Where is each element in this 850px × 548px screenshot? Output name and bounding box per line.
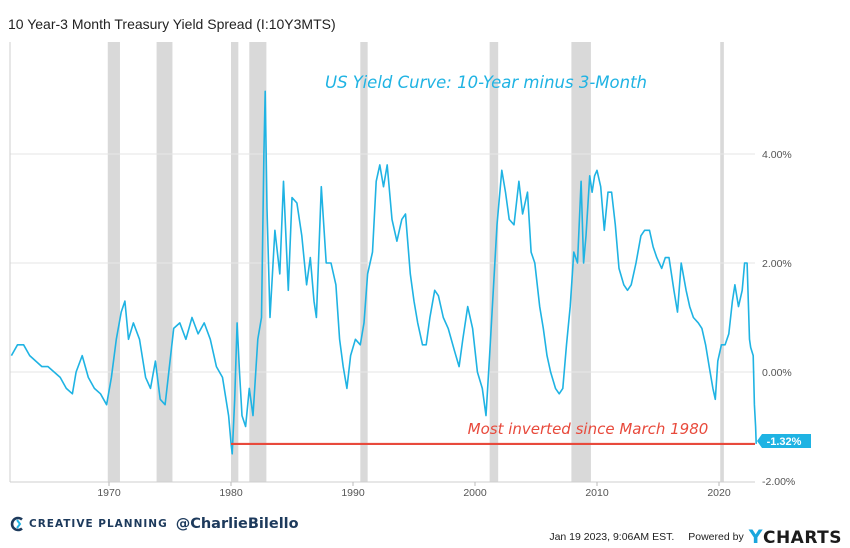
recession-band [360, 42, 368, 482]
powered-by-label: Powered by [688, 531, 744, 543]
footer-branding: CREATIVE PLANNING @CharlieBilello [10, 516, 299, 532]
x-tick-label: 1970 [97, 487, 121, 499]
y-axis-ticks: 4.00% 2.00% 0.00% -2.00% [762, 149, 795, 488]
footer-source: Jan 19 2023, 9:06AM EST. Powered by YCHA… [549, 526, 842, 548]
x-tick-label: 1980 [219, 487, 243, 499]
y-tick-label: 4.00% [762, 149, 792, 161]
recession-band [489, 42, 499, 482]
recession-band [156, 42, 173, 482]
creative-planning-text: CREATIVE PLANNING [29, 518, 168, 530]
recession-band [571, 42, 591, 482]
x-tick-label: 2000 [463, 487, 487, 499]
last-value-label: -1.32% [767, 436, 802, 448]
x-tick-label: 2010 [585, 487, 609, 499]
yield-spread-line [10, 90, 757, 455]
grid-lines [10, 153, 755, 373]
x-tick-label: 1990 [341, 487, 365, 499]
x-axis-ticks: 1970 1980 1990 2000 2010 2020 [97, 482, 731, 499]
last-value-badge: -1.32% [757, 434, 811, 448]
timestamp: Jan 19 2023, 9:06AM EST. [549, 531, 675, 543]
chart-window-title: 10 Year-3 Month Treasury Yield Spread (I… [8, 16, 336, 32]
most-inverted-annotation: Most inverted since March 1980 [468, 420, 709, 438]
recession-band [107, 42, 120, 482]
y-tick-label: 2.00% [762, 258, 792, 270]
creative-planning-icon [10, 516, 23, 532]
recession-band [249, 42, 267, 482]
ycharts-logo-rest: CHARTS [762, 528, 842, 548]
chart-annotation-title: US Yield Curve: 10-Year minus 3-Month [325, 73, 647, 92]
ycharts-logo: YCHARTS [749, 526, 842, 548]
recession-band [720, 42, 724, 482]
author-handle: @CharlieBilello [175, 516, 299, 532]
recession-bands [107, 42, 724, 482]
y-tick-label: 0.00% [762, 367, 792, 379]
ycharts-logo-y: Y [748, 526, 763, 548]
x-tick-label: 2020 [707, 487, 731, 499]
creative-planning-logo: CREATIVE PLANNING [10, 516, 168, 532]
recession-band [231, 42, 239, 482]
y-tick-label: -2.00% [762, 476, 795, 488]
